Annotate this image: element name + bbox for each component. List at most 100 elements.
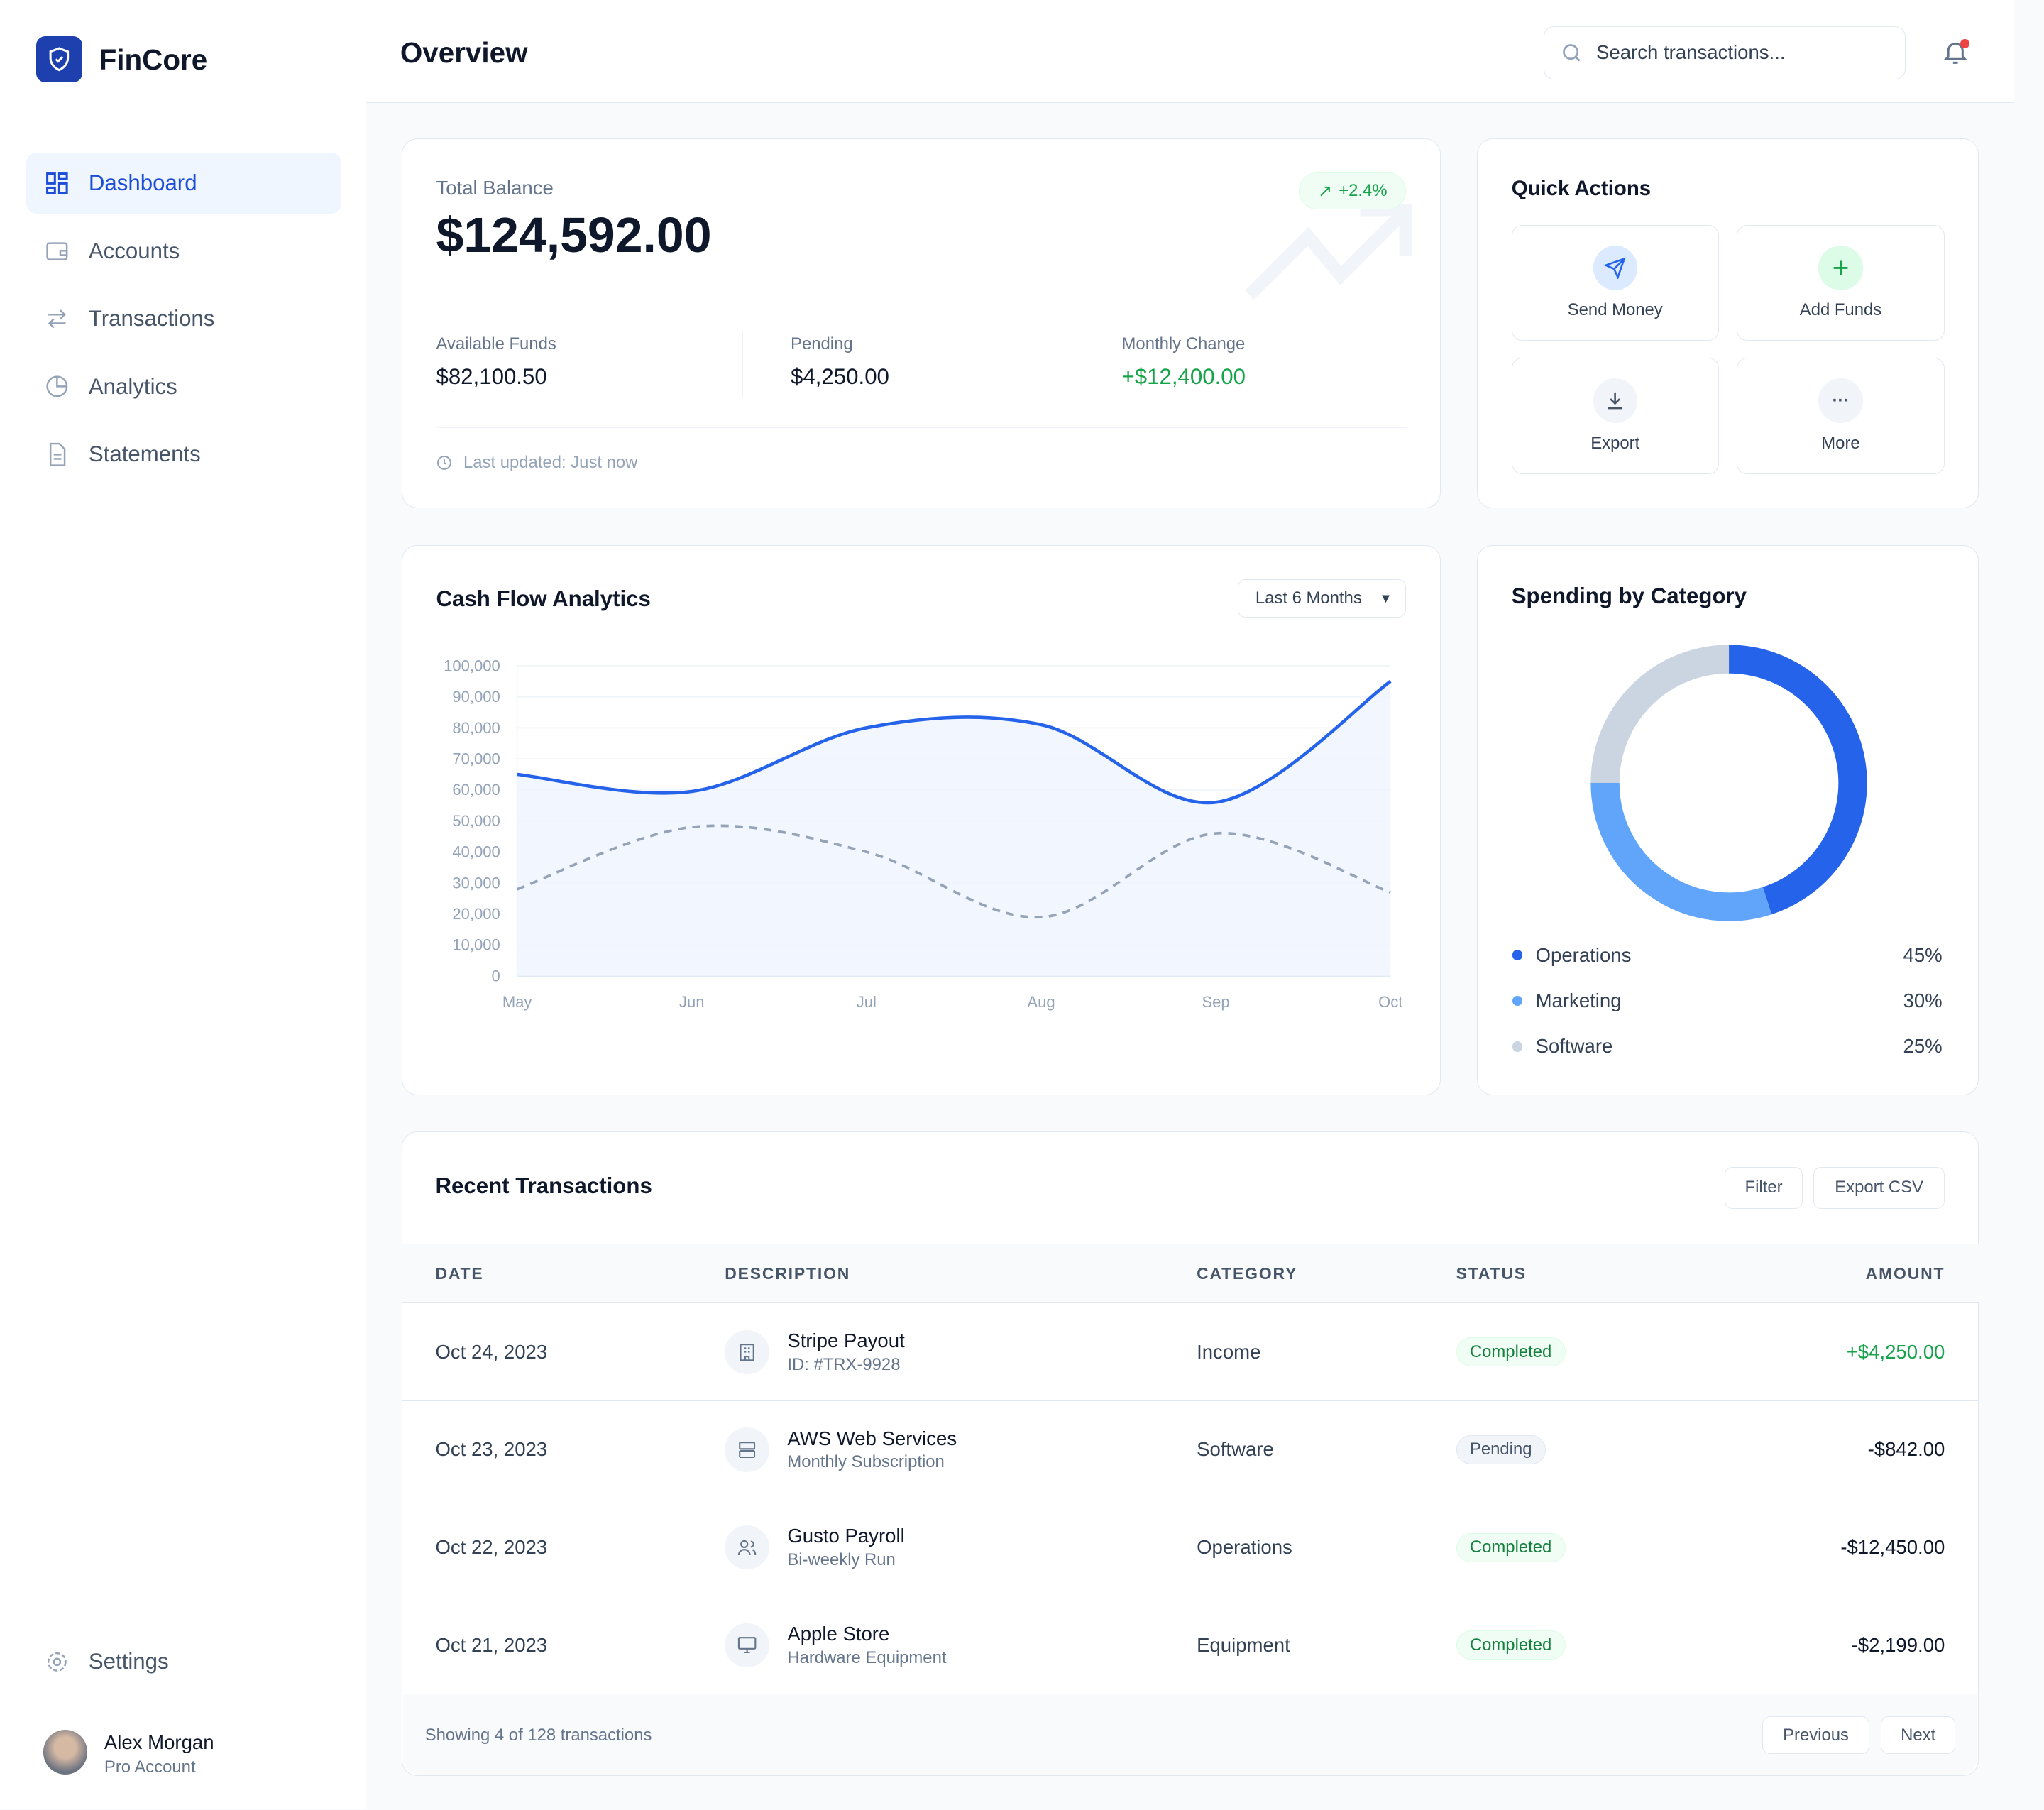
sidebar: FinCore Dashboard Accounts Transactions … (0, 0, 367, 1810)
sidebar-item-transactions[interactable]: Transactions (26, 288, 341, 349)
page-title: Overview (400, 36, 528, 70)
send-money-button[interactable]: Send Money (1511, 224, 1719, 341)
date-cell: Oct 22, 2023 (435, 1536, 548, 1559)
legend-value: 45% (1903, 943, 1943, 966)
description-subtitle: ID: #TRX-9928 (787, 1354, 901, 1374)
spending-card: Spending by Category (1476, 544, 1979, 1095)
description-title: Gusto Payroll (787, 1525, 905, 1547)
range-select[interactable]: Last 6 Months ▼ (1238, 579, 1406, 618)
brand-name: FinCore (99, 43, 208, 76)
y-tick-label: 0 (491, 967, 500, 984)
next-button[interactable]: Next (1881, 1716, 1956, 1755)
pagination-info: Showing 4 of 128 transactions (424, 1725, 652, 1745)
status-badge: Completed (1456, 1337, 1566, 1367)
description-cell: Apple Store Hardware Equipment (725, 1596, 946, 1694)
description-subtitle: Bi-weekly Run (787, 1550, 896, 1570)
transactions-title: Recent Transactions (435, 1173, 652, 1199)
column-header: AMOUNT (1865, 1263, 1945, 1283)
trend-watermark-icon (1245, 204, 1413, 300)
category-cell: Software (1197, 1438, 1274, 1461)
chevron-down-icon: ▼ (1379, 591, 1392, 606)
growth-badge: ↗ +2.4% (1299, 172, 1407, 209)
grid-icon (46, 172, 69, 194)
logo-shield-icon (36, 36, 82, 82)
legend-software: Software 25% (1512, 1035, 1943, 1058)
top-header: Overview Search transactions... (366, 0, 2014, 104)
table-header: DATE DESCRIPTION CATEGORY STATUS AMOUNT (401, 1244, 1979, 1302)
sidebar-item-analytics[interactable]: Analytics (26, 356, 341, 417)
notification-dot (1960, 39, 1970, 48)
amount-cell: +$4,250.00 (1846, 1340, 1945, 1363)
y-tick-label: 20,000 (452, 905, 500, 923)
status-badge: Completed (1456, 1532, 1566, 1562)
transactions-card (401, 1131, 1979, 1776)
previous-button[interactable]: Previous (1762, 1716, 1869, 1755)
sidebar-item-dashboard[interactable]: Dashboard (26, 152, 342, 214)
legend-marketing: Marketing 30% (1512, 989, 1943, 1012)
y-tick-label: 90,000 (452, 688, 500, 706)
series-line-1 (516, 824, 1391, 918)
legend-dot (1512, 950, 1523, 961)
status-badge: Completed (1456, 1630, 1566, 1660)
table-row[interactable]: Oct 22, 2023 Gusto Payroll Bi-weekly Run … (401, 1498, 1979, 1596)
category-cell: Equipment (1197, 1633, 1290, 1656)
arrows-icon (48, 309, 67, 329)
user-plan: Pro Account (104, 1757, 196, 1777)
donut-slice-software (1590, 645, 1730, 784)
y-tick-label: 50,000 (452, 812, 500, 830)
cashflow-chart: 0 10,000 20,000 30,000 40,000 50,000 60,000 70,… (444, 657, 1402, 1011)
description-subtitle: Monthly Subscription (787, 1452, 945, 1472)
add-funds-button[interactable]: + Add Funds (1737, 224, 1945, 341)
date-cell: Oct 21, 2023 (435, 1633, 548, 1656)
document-icon (50, 442, 66, 466)
table-row[interactable]: Oct 23, 2023 AWS Web Services Monthly Sub… (401, 1400, 1979, 1499)
y-tick-label: 70,000 (452, 750, 500, 767)
action-label: More (1821, 433, 1860, 453)
notification-bell-icon[interactable] (1941, 38, 1970, 72)
stat-value: $82,100.50 (436, 364, 547, 390)
sidebar-item-label: Analytics (88, 373, 177, 399)
more-button[interactable]: ··· More (1737, 358, 1945, 474)
x-tick-label: Oct (1378, 993, 1402, 1011)
sidebar-item-accounts[interactable]: Accounts (26, 220, 341, 281)
sidebar-item-settings[interactable]: Settings (26, 1631, 341, 1692)
category-cell: Operations (1197, 1536, 1292, 1559)
x-tick-label: May (502, 993, 532, 1011)
column-header: DATE (435, 1263, 484, 1283)
x-tick-label: Sep (1202, 993, 1229, 1011)
filter-button[interactable]: Filter (1724, 1166, 1803, 1209)
cashflow-card: Cash Flow Analytics Last 6 Months ▼ 0 10,0… (401, 544, 1441, 1095)
y-tick-label: 80,000 (452, 718, 500, 736)
table-row[interactable]: Oct 21, 2023 Apple Store Hardware Equipme… (401, 1596, 1979, 1694)
gear-icon (48, 1652, 67, 1672)
avatar[interactable] (43, 1730, 88, 1775)
legend-value: 30% (1903, 989, 1943, 1012)
status-badge: Pending (1456, 1435, 1546, 1464)
wallet-icon (46, 242, 68, 261)
export-csv-button[interactable]: Export CSV (1813, 1166, 1945, 1209)
table-row[interactable]: Oct 24, 2023 Stripe Payout ID: #TRX-9928 … (401, 1302, 1979, 1400)
y-tick-label: 60,000 (452, 781, 500, 799)
description-cell: AWS Web Services Monthly Subscription (725, 1401, 957, 1499)
y-tick-label: 100,000 (444, 657, 500, 674)
more-icon: ··· (1818, 378, 1863, 423)
arrow-up-right-icon: ↗ (1318, 181, 1333, 201)
user-name: Alex Morgan (104, 1731, 214, 1754)
sidebar-item-label: Dashboard (88, 170, 197, 196)
balance-value: $124,592.00 (436, 207, 712, 263)
last-updated: Last updated: Just now (436, 453, 637, 473)
y-tick-label: 40,000 (452, 843, 500, 860)
legend-value: 25% (1903, 1035, 1943, 1058)
search-input[interactable]: Search transactions... (1543, 26, 1906, 80)
legend-dot (1512, 1041, 1523, 1052)
action-label: Send Money (1567, 300, 1663, 320)
amount-cell: -$2,199.00 (1851, 1633, 1945, 1656)
growth-value: +2.4% (1339, 181, 1388, 201)
stat-value: +$12,400.00 (1121, 364, 1246, 390)
table-footer: Showing 4 of 128 transactions Previous N… (402, 1693, 1978, 1775)
amount-cell: -$842.00 (1867, 1438, 1945, 1461)
sidebar-item-statements[interactable]: Statements (26, 424, 341, 485)
settings-label: Settings (88, 1648, 169, 1674)
export-button[interactable]: Export (1511, 358, 1719, 474)
y-tick-label: 30,000 (452, 874, 500, 892)
